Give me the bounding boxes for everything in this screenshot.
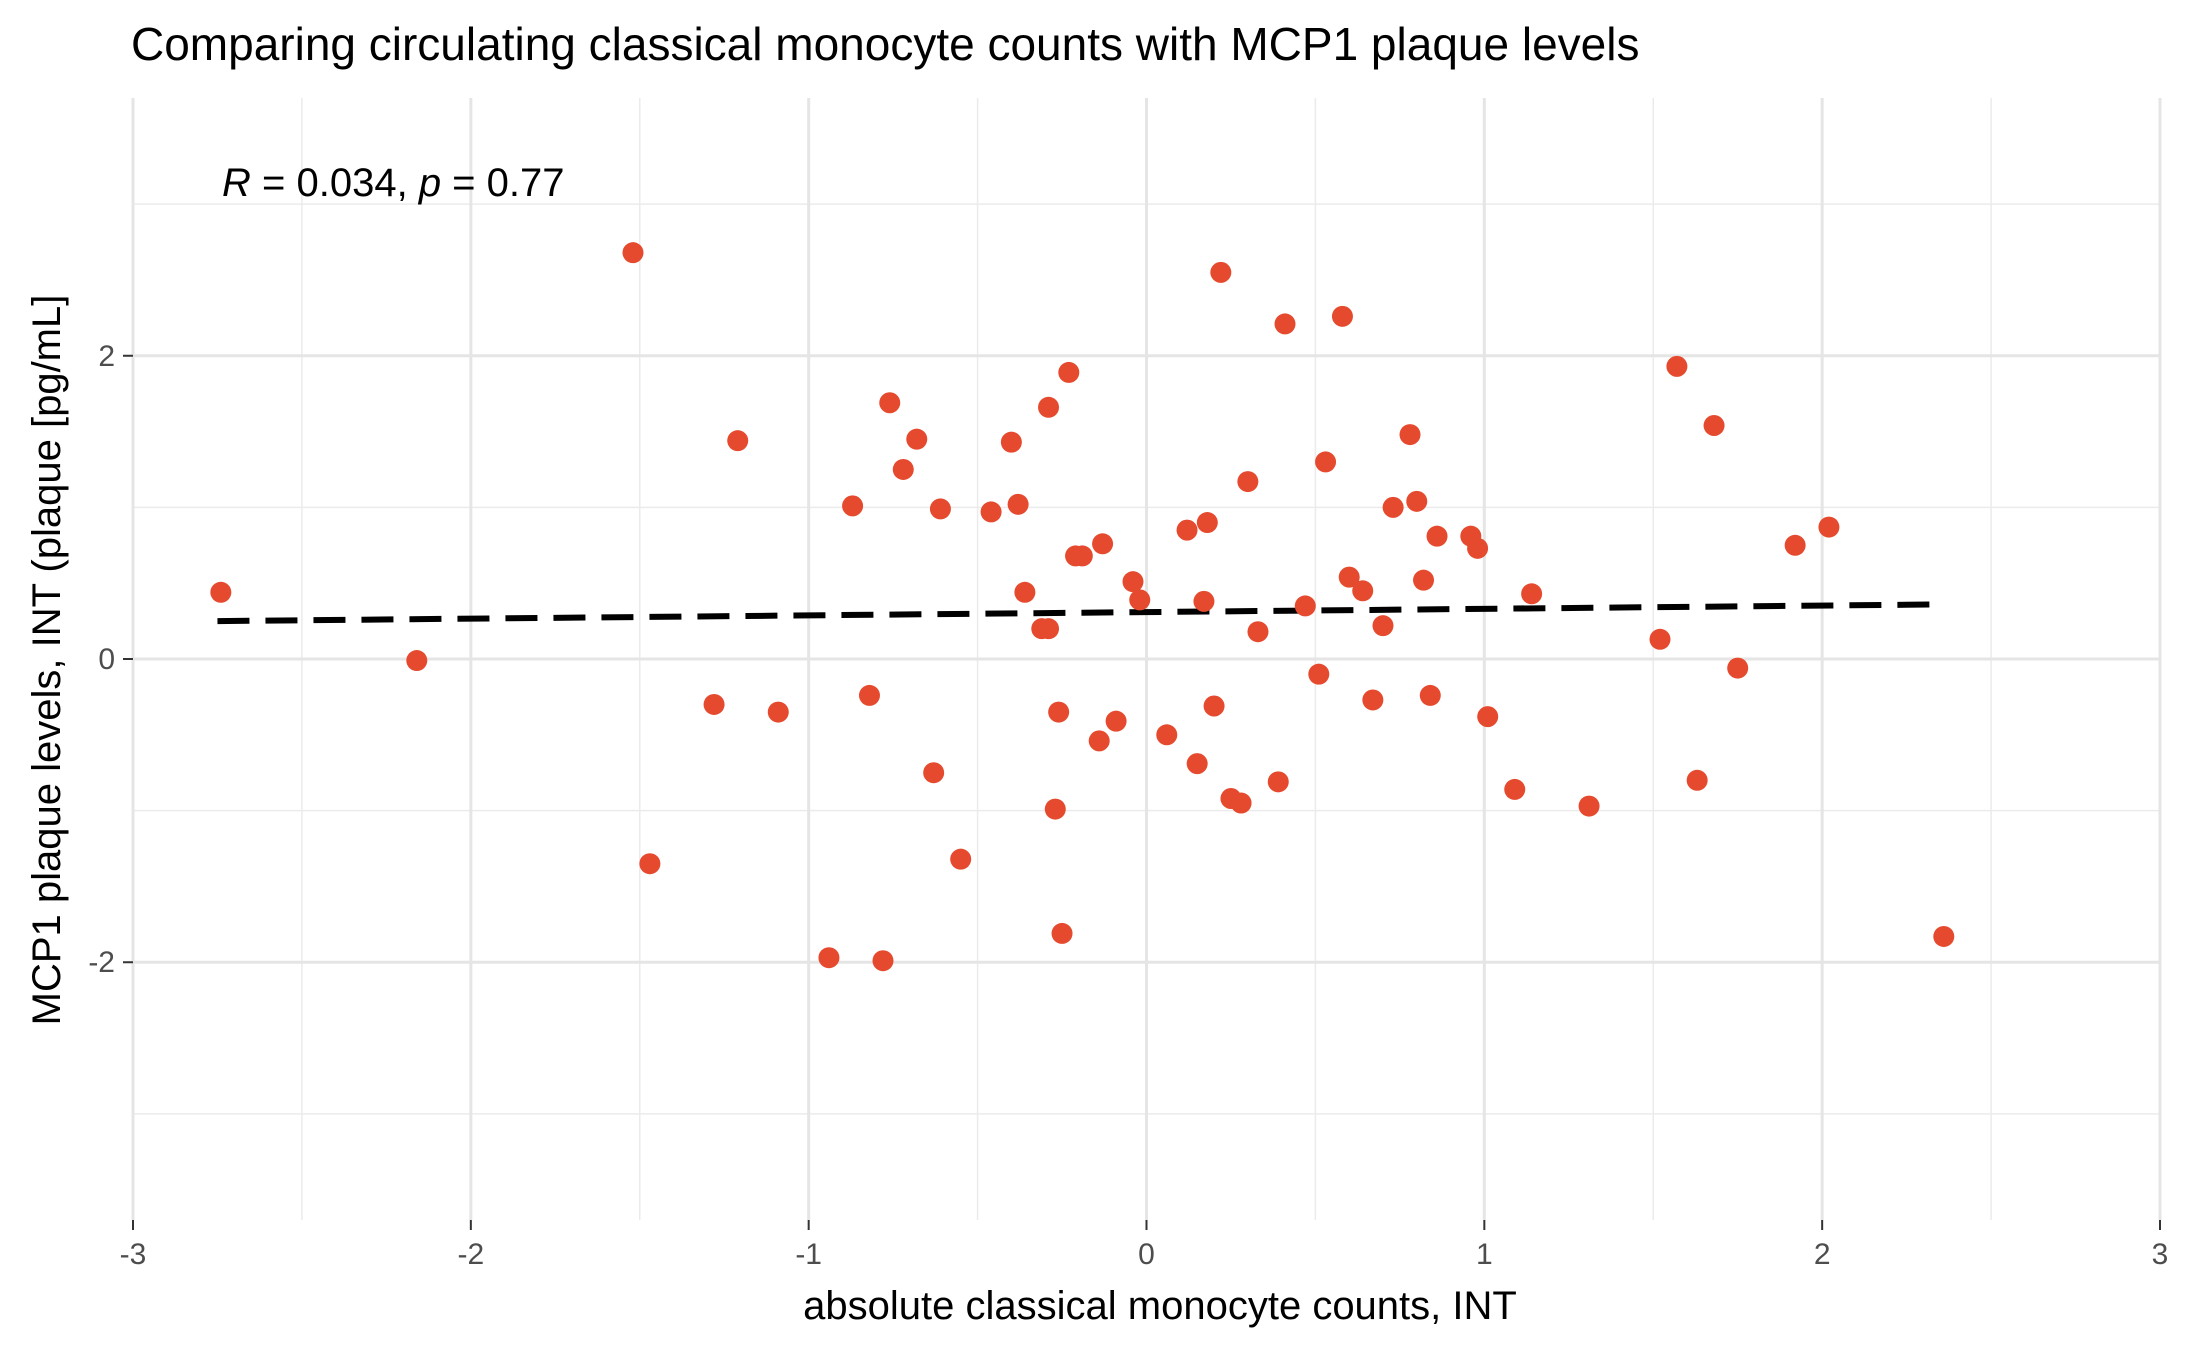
data-point — [1014, 581, 1036, 603]
data-point — [1413, 569, 1435, 591]
data-point — [929, 498, 951, 520]
data-point — [1267, 771, 1289, 793]
data-point — [1784, 534, 1806, 556]
data-point — [1193, 590, 1215, 612]
data-point — [727, 430, 749, 452]
data-point — [703, 693, 725, 715]
data-point — [1382, 496, 1404, 518]
data-point — [906, 428, 928, 450]
data-point — [1399, 424, 1421, 446]
data-point — [1156, 724, 1178, 746]
data-point — [1727, 657, 1749, 679]
data-point — [879, 392, 901, 414]
data-point — [1352, 580, 1374, 602]
data-point — [923, 762, 945, 784]
x-tick-label: -1 — [795, 1238, 822, 1271]
data-point — [1703, 415, 1725, 437]
data-point — [842, 495, 864, 517]
x-axis-ticks: -3 -2 -1 0 1 2 3 — [120, 1220, 2169, 1271]
data-point — [1406, 490, 1428, 512]
data-point — [1818, 516, 1840, 538]
chart-title: Comparing circulating classical monocyte… — [131, 18, 1639, 70]
data-point — [1000, 431, 1022, 453]
data-point — [1666, 355, 1688, 377]
data-point — [1315, 451, 1337, 473]
x-tick-label: 3 — [2152, 1238, 2169, 1271]
p-symbol: p — [418, 161, 441, 205]
correlation-annotation: R = 0.034, p = 0.77 — [222, 161, 565, 205]
data-point — [1210, 261, 1232, 283]
x-tick-label: -2 — [457, 1238, 484, 1271]
data-point — [1247, 621, 1269, 643]
data-point — [1058, 361, 1080, 383]
data-point — [872, 950, 894, 972]
data-point — [950, 848, 972, 870]
y-tick-label: -2 — [88, 946, 115, 979]
data-point — [858, 684, 880, 706]
data-point — [1048, 701, 1070, 723]
y-tick-label: 0 — [98, 643, 115, 676]
x-tick-label: 0 — [1138, 1238, 1155, 1271]
x-axis-title: absolute classical monocyte counts, INT — [803, 1284, 1517, 1328]
data-point — [1331, 305, 1353, 327]
data-point — [1038, 396, 1060, 418]
data-point — [1044, 798, 1066, 820]
data-point — [1477, 706, 1499, 728]
data-point — [1419, 684, 1441, 706]
data-point — [1308, 663, 1330, 685]
data-point — [1092, 533, 1114, 555]
r-value: = 0.034, — [251, 161, 419, 205]
r-symbol: R — [222, 161, 251, 205]
data-point — [1933, 925, 1955, 947]
data-point — [1203, 695, 1225, 717]
data-point — [1196, 512, 1218, 534]
data-point — [1426, 525, 1448, 547]
p-value: = 0.77 — [441, 161, 564, 205]
data-point — [1088, 730, 1110, 752]
data-point — [622, 242, 644, 264]
data-point — [1230, 792, 1252, 814]
data-point — [767, 701, 789, 723]
data-point — [1122, 571, 1144, 593]
data-point — [818, 947, 840, 969]
data-point — [1338, 566, 1360, 588]
x-tick-label: -3 — [120, 1238, 147, 1271]
data-point — [1294, 595, 1316, 617]
data-point — [1686, 769, 1708, 791]
data-point — [1186, 753, 1208, 775]
data-point — [1504, 778, 1526, 800]
data-point — [892, 458, 914, 480]
data-point — [1176, 519, 1198, 541]
data-point — [1274, 313, 1296, 335]
data-point — [639, 853, 661, 875]
data-point — [1372, 615, 1394, 637]
data-point — [1105, 710, 1127, 732]
data-point — [980, 501, 1002, 523]
data-point — [1038, 618, 1060, 640]
data-point — [1129, 589, 1151, 611]
x-tick-label: 2 — [1814, 1238, 1831, 1271]
y-tick-label: 2 — [98, 340, 115, 373]
data-point — [406, 650, 428, 672]
data-point — [1649, 628, 1671, 650]
data-point — [1467, 537, 1489, 559]
x-tick-label: 1 — [1476, 1238, 1493, 1271]
y-axis-title: MCP1 plaque levels, INT (plaque [pg/mL] — [25, 295, 69, 1026]
data-point — [1051, 922, 1073, 944]
y-axis-ticks: -2 0 2 — [88, 340, 133, 979]
data-point — [1362, 689, 1384, 711]
data-point — [1578, 795, 1600, 817]
data-point — [1521, 583, 1543, 605]
data-points — [210, 242, 1955, 972]
data-point — [1071, 545, 1093, 567]
data-point — [1237, 471, 1259, 493]
data-point — [1007, 493, 1029, 515]
data-point — [210, 581, 232, 603]
